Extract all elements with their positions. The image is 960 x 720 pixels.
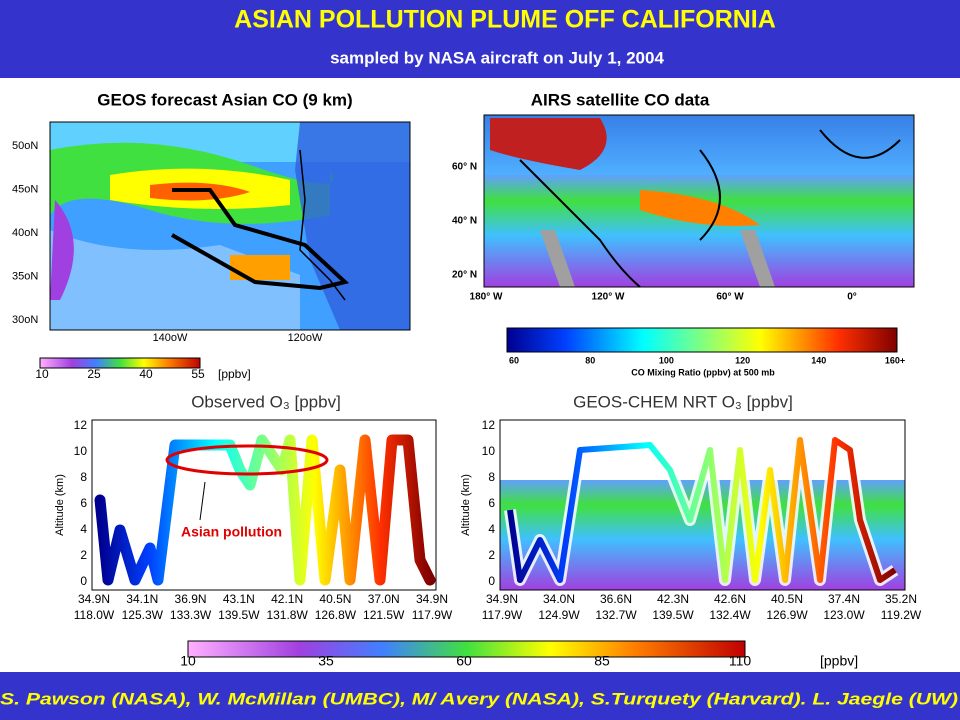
x-tick-label: 126.9W	[766, 608, 808, 622]
y-tick-label: 6	[80, 496, 87, 510]
colorbar-tick: 10	[180, 653, 196, 669]
x-tick-label: 42.1N	[271, 592, 303, 606]
colorbar-tick: 85	[594, 653, 610, 669]
lon-label: 0°	[847, 292, 857, 303]
subtitle: sampled by NASA aircraft on July 1, 2004	[330, 48, 664, 67]
y-tick-label: 6	[488, 496, 495, 510]
x-tick-label: 36.9N	[175, 592, 207, 606]
x-tick-label: 35.2N	[885, 592, 917, 606]
x-tick-label: 43.1N	[223, 592, 255, 606]
colorbar-tick: 60	[509, 355, 519, 365]
lat-label: 20° N	[452, 270, 477, 281]
y-tick-label: 4	[488, 522, 495, 536]
panel-title: AIRS satellite CO data	[531, 90, 710, 109]
x-tick-label: 131.8W	[266, 608, 308, 622]
x-tick-label: 139.5W	[652, 608, 694, 622]
lon-label: 180° W	[470, 292, 503, 303]
lat-label: 40oN	[12, 227, 38, 239]
airs-map	[483, 114, 915, 288]
lon-label: 120° W	[592, 292, 625, 303]
colorbar-tick: 160+	[885, 355, 905, 365]
y-axis-label: Altitude (km)	[54, 474, 66, 536]
x-tick-label: 121.5W	[363, 608, 405, 622]
colorbar-tick: 40	[139, 367, 153, 381]
x-tick-label: 34.0N	[543, 592, 575, 606]
colorbar-label: CO Mixing Ratio (ppbv) at 500 mb	[631, 367, 775, 377]
lat-label: 50oN	[12, 140, 38, 152]
colorbar-tick: 80	[585, 355, 595, 365]
colorbar-tick: 25	[87, 367, 101, 381]
annotation: Asian pollution	[181, 524, 282, 540]
colorbar-tick: 140	[811, 355, 826, 365]
y-axis-label: Altitude (km)	[460, 474, 472, 536]
colorbar-tick: 120	[735, 355, 750, 365]
x-tick-label: 34.9N	[416, 592, 448, 606]
x-tick-label: 37.0N	[368, 592, 400, 606]
x-tick-label: 40.5N	[319, 592, 351, 606]
x-tick-label: 34.9N	[486, 592, 518, 606]
x-tick-label: 126.8W	[315, 608, 357, 622]
panel-title: GEOS forecast Asian CO (9 km)	[97, 90, 352, 109]
o3-colorbar	[187, 640, 746, 658]
colorbar-tick: 55	[191, 367, 205, 381]
x-tick-label: 34.9N	[78, 592, 110, 606]
y-tick-label: 12	[482, 418, 496, 432]
x-tick-label: 34.1N	[126, 592, 158, 606]
panel-title: GEOS-CHEM NRT O₃ [ppbv]	[573, 392, 793, 411]
lon-label: 140oW	[153, 332, 188, 344]
x-tick-label: 42.6N	[714, 592, 746, 606]
x-tick-label: 132.4W	[709, 608, 751, 622]
x-tick-label: 37.4N	[828, 592, 860, 606]
lon-label: 120oW	[288, 332, 323, 344]
x-tick-label: 139.5W	[218, 608, 260, 622]
y-tick-label: 8	[80, 470, 87, 484]
y-tick-label: 0	[80, 574, 87, 588]
colorbar-unit: [ppbv]	[820, 653, 858, 669]
lat-label: 40° N	[452, 216, 477, 227]
colorbar-tick: 35	[318, 653, 334, 669]
y-tick-label: 0	[488, 574, 495, 588]
y-tick-label: 10	[74, 444, 88, 458]
x-tick-label: 117.9W	[412, 608, 453, 622]
lat-label: 30oN	[12, 314, 38, 326]
y-tick-label: 12	[74, 418, 88, 432]
x-tick-label: 40.5N	[771, 592, 803, 606]
header-band	[0, 0, 960, 78]
x-tick-label: 36.6N	[600, 592, 632, 606]
colorbar-tick: 10	[35, 367, 49, 381]
colorbar-tick: 100	[659, 355, 674, 365]
x-tick-label: 132.7W	[595, 608, 637, 622]
footer-band	[0, 672, 960, 720]
x-tick-label: 125.3W	[122, 608, 164, 622]
y-tick-label: 10	[482, 444, 496, 458]
lon-label: 60° W	[716, 292, 744, 303]
observed-plot: Asian pollution	[91, 419, 437, 591]
title: ASIAN POLLUTION PLUME OFF CALIFORNIA	[234, 6, 776, 34]
y-tick-label: 2	[488, 548, 495, 562]
y-tick-label: 2	[80, 548, 87, 562]
lat-label: 60° N	[452, 162, 477, 173]
model-plot	[499, 419, 906, 591]
y-tick-label: 4	[80, 522, 87, 536]
panel-title: Observed O₃ [ppbv]	[191, 392, 341, 411]
x-tick-label: 133.3W	[170, 608, 212, 622]
x-tick-label: 119.2W	[881, 608, 922, 622]
colorbar-tick: 60	[456, 653, 472, 669]
geos-map	[49, 121, 411, 331]
x-tick-label: 42.3N	[657, 592, 689, 606]
lat-label: 45oN	[12, 183, 38, 195]
geos-colorbar	[39, 357, 201, 369]
y-tick-label: 8	[488, 470, 495, 484]
x-tick-label: 124.9W	[538, 608, 580, 622]
lat-label: 35oN	[12, 270, 38, 282]
x-tick-label: 123.0W	[823, 608, 865, 622]
credits: S. Pawson (NASA), W. McMillan (UMBC), M/…	[0, 689, 958, 708]
colorbar-tick: 110	[729, 653, 752, 669]
colorbar-unit: [ppbv]	[218, 367, 251, 381]
x-tick-label: 117.9W	[482, 608, 523, 622]
airs-colorbar	[506, 327, 898, 353]
x-tick-label: 118.0W	[74, 608, 115, 622]
